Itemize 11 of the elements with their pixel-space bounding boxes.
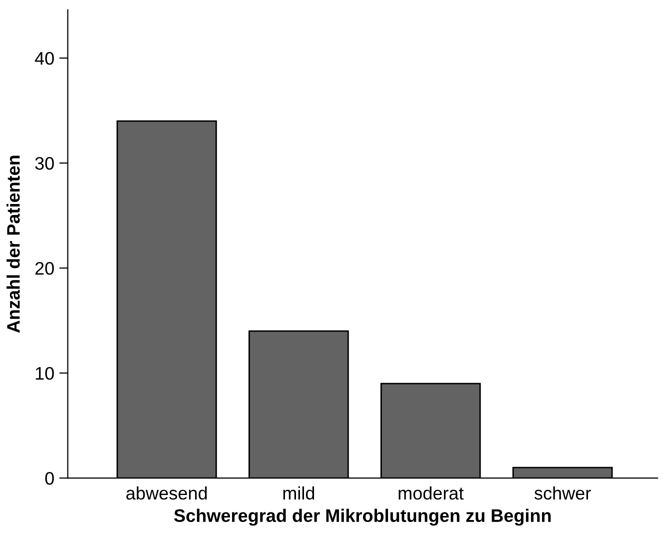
y-tick-label: 30 [35,156,54,170]
y-axis-title: Anzahl der Patienten [6,156,20,333]
y-tick-label: 10 [36,366,54,380]
x-axis-title: Schweregrad der Mikroblutungen zu Beginn [174,508,551,526]
x-tick-label: abwesend [126,486,207,500]
x-tick-label: moderat [398,486,464,500]
y-tick-label: 40 [34,52,54,65]
x-tick-label: mild [283,486,314,500]
x-tick-label: schwer [534,486,591,500]
y-tick-label: 20 [35,262,54,275]
y-tick-label: 0 [45,472,54,485]
